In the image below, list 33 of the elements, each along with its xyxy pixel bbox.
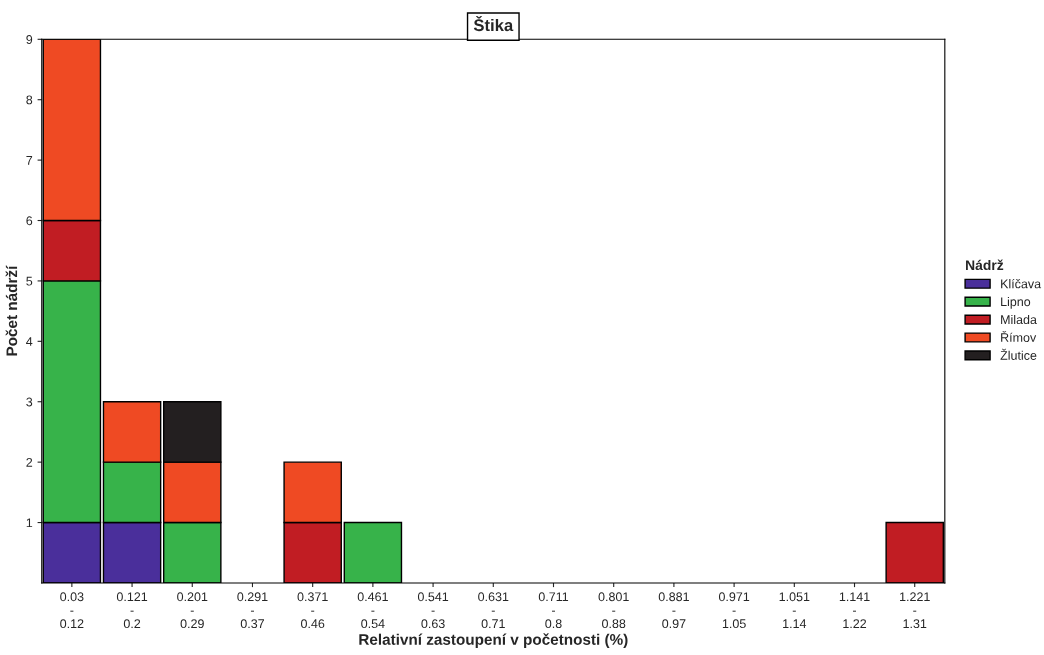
x-axis-title: Relativní zastoupení v početnosti (%) xyxy=(359,633,628,648)
y-tick-label: 1 xyxy=(26,518,33,528)
chart-title: Štika xyxy=(473,16,514,32)
y-tick-label: 8 xyxy=(26,95,33,105)
legend-label: Klíčava xyxy=(1001,278,1042,289)
x-tick-label: 1.221 - 1.31 xyxy=(900,592,930,629)
y-tick-label: 9 xyxy=(26,35,33,44)
y-tick-label: 7 xyxy=(26,156,33,165)
y-tick-label: 6 xyxy=(26,216,33,226)
x-tick-label: 0.201 - 0.29 xyxy=(177,592,208,629)
x-tick-label: 0.801 - 0.88 xyxy=(598,592,629,629)
legend-label: Žlutice xyxy=(1000,348,1037,360)
legend-title: Nádrž xyxy=(966,259,1004,271)
x-tick-label: 0.03 - 0.12 xyxy=(60,592,84,629)
x-tick-label: 0.711 - 0.8 xyxy=(538,592,569,629)
x-tick-label: 0.631 - 0.71 xyxy=(478,592,509,629)
legend-label: Milada xyxy=(1001,314,1037,325)
legend-label: Římov xyxy=(1001,330,1037,342)
y-tick-label: 3 xyxy=(26,397,33,407)
x-tick-label: 1.051 - 1.14 xyxy=(779,592,810,628)
y-tick-label: 4 xyxy=(26,337,33,346)
x-tick-label: 0.461 - 0.54 xyxy=(357,592,388,629)
x-tick-label: 0.971 - 1.05 xyxy=(718,592,750,629)
x-tick-label: 0.291 - 0.37 xyxy=(237,592,268,629)
legend-label: Lipno xyxy=(1001,297,1031,309)
x-tick-label: 1.141 - 1.22 xyxy=(839,592,870,628)
x-tick-label: 0.881 - 0.97 xyxy=(658,592,689,629)
y-tick-label: 5 xyxy=(26,276,33,286)
x-tick-label: 0.121 - 0.2 xyxy=(116,592,148,629)
y-tick-label: 2 xyxy=(26,457,33,467)
x-tick-label: 0.371 - 0.46 xyxy=(297,592,328,629)
y-axis-title: Počet nádrží xyxy=(5,265,18,356)
x-tick-label: 0.541 - 0.63 xyxy=(417,592,449,629)
